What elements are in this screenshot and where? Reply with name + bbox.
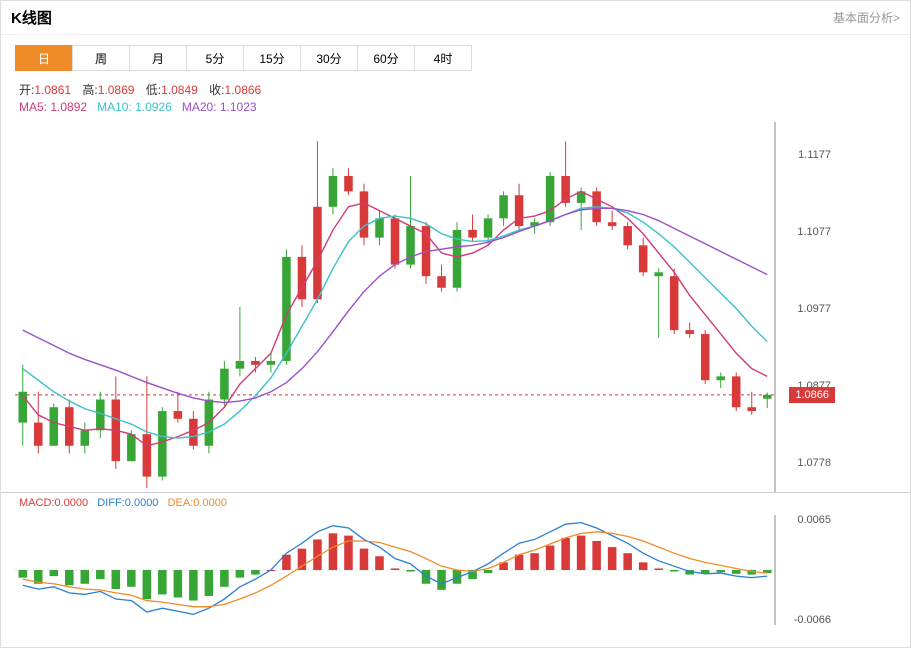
tab-30分[interactable]: 30分 xyxy=(300,45,358,71)
ma20-label: MA20: 1.1023 xyxy=(182,100,257,114)
diff-label: DIFF:0.0000 xyxy=(97,497,158,509)
close-value: 1.0866 xyxy=(225,83,262,97)
kline-chart[interactable]: 1.07781.08771.09771.10771.11771.0866 xyxy=(15,122,835,492)
open-label: 开: xyxy=(19,83,34,97)
tab-5分[interactable]: 5分 xyxy=(186,45,244,71)
close-label: 收: xyxy=(209,83,224,97)
open-value: 1.0861 xyxy=(34,83,71,97)
ma10-label: MA10: 1.0926 xyxy=(97,100,172,114)
low-value: 1.0849 xyxy=(161,83,198,97)
tab-日[interactable]: 日 xyxy=(15,45,73,71)
kline-panel: K线图 基本面分析> 日周月5分15分30分60分4时 开:1.0861 高:1… xyxy=(0,0,911,648)
ma5-label: MA5: 1.0892 xyxy=(19,100,87,114)
ma-row: MA5: 1.0892 MA10: 1.0926 MA20: 1.1023 xyxy=(1,98,910,118)
tab-15分[interactable]: 15分 xyxy=(243,45,301,71)
tab-60分[interactable]: 60分 xyxy=(357,45,415,71)
high-value: 1.0869 xyxy=(98,83,135,97)
header: K线图 基本面分析> xyxy=(1,1,910,35)
low-label: 低: xyxy=(146,83,161,97)
ohlc-row: 开:1.0861 高:1.0869 低:1.0849 收:1.0866 xyxy=(1,77,910,98)
tab-月[interactable]: 月 xyxy=(129,45,187,71)
interval-tabs: 日周月5分15分30分60分4时 xyxy=(1,35,910,77)
tab-4时[interactable]: 4时 xyxy=(414,45,472,71)
fundamental-link[interactable]: 基本面分析> xyxy=(833,9,900,26)
high-label: 高: xyxy=(82,83,97,97)
tab-周[interactable]: 周 xyxy=(72,45,130,71)
page-title: K线图 xyxy=(11,7,52,28)
macd-label: MACD:0.0000 xyxy=(19,497,88,509)
macd-row: MACD:0.0000 DIFF:0.0000 DEA:0.0000 xyxy=(1,492,910,511)
macd-chart[interactable]: 0.0065-0.0066 xyxy=(15,515,835,625)
dea-label: DEA:0.0000 xyxy=(168,497,227,509)
